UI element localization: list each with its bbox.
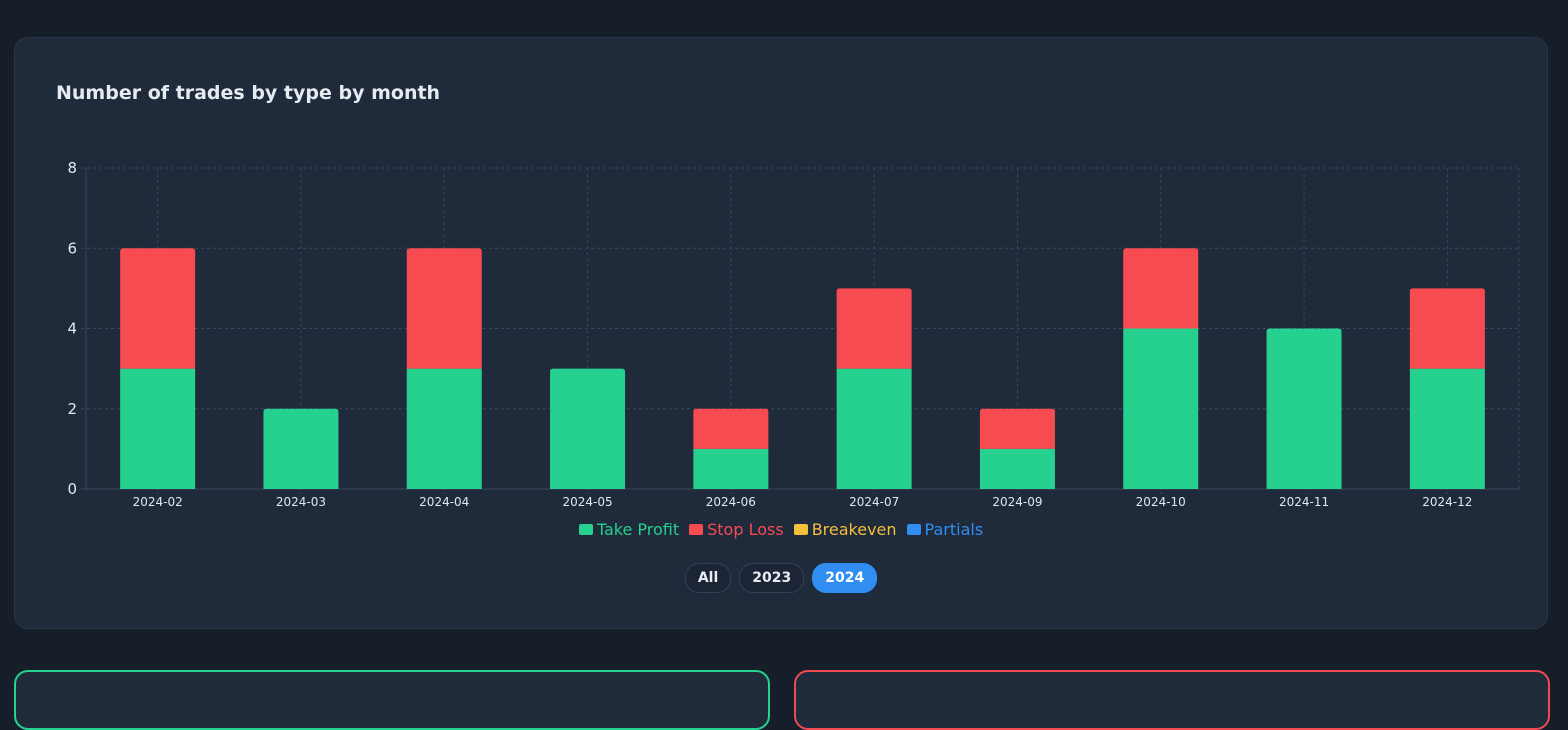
- bar-2024-02-take-profit: [120, 368, 196, 489]
- legend-item-stop-loss[interactable]: Stop Loss: [689, 520, 784, 539]
- chart-card: Number of trades by type by month 0 2 4 6 8 2…: [14, 37, 1548, 629]
- legend-swatch-stop-loss: [689, 524, 704, 535]
- x-tick-label-2024-12: 2024-12: [1422, 495, 1472, 509]
- x-tick-label-2024-11: 2024-11: [1279, 495, 1329, 509]
- legend-item-partials[interactable]: Partials: [906, 520, 984, 539]
- legend-label-partials: Partials: [924, 520, 984, 539]
- legend-item-breakeven[interactable]: Breakeven: [793, 520, 897, 539]
- stacked-bar-chart: 0 2 4 6 8 2024-02 2024-03 2024-04 2024-05 2024-06…: [67, 159, 1520, 509]
- bar-2024-05-take-profit: [550, 368, 626, 489]
- bar-2024-12-stop-loss: [1409, 288, 1485, 369]
- x-tick-label-2024-09: 2024-09: [992, 495, 1042, 509]
- legend-label-breakeven: Breakeven: [811, 520, 897, 539]
- y-tick-label-0: 0: [67, 480, 77, 498]
- bar-2024-10-take-profit: [1123, 328, 1199, 489]
- bar-2024-07-stop-loss: [836, 288, 912, 369]
- y-tick-label-8: 8: [67, 159, 77, 177]
- bar-2024-04-take-profit: [406, 368, 482, 489]
- x-tick-label-2024-02: 2024-02: [133, 495, 183, 509]
- filter-all-button[interactable]: All: [684, 563, 732, 593]
- y-tick-label-4: 4: [67, 320, 77, 338]
- year-filter-group: All 2023 2024: [15, 563, 1547, 593]
- legend-label-stop-loss: Stop Loss: [707, 520, 784, 539]
- winning-trades-card: [14, 670, 770, 730]
- x-tick-label-2024-03: 2024-03: [276, 495, 326, 509]
- chart-legend: Take Profit Stop Loss Breakeven Partials: [15, 520, 1547, 539]
- bar-2024-06-stop-loss: [693, 408, 769, 449]
- bar-2024-07-take-profit: [836, 368, 912, 489]
- legend-item-take-profit[interactable]: Take Profit: [578, 520, 680, 539]
- y-tick-label-2: 2: [67, 400, 77, 418]
- x-tick-label-2024-05: 2024-05: [562, 495, 612, 509]
- x-tick-label-2024-10: 2024-10: [1136, 495, 1186, 509]
- bar-2024-11-take-profit: [1266, 328, 1342, 489]
- losing-trades-card: [794, 670, 1550, 730]
- legend-label-take-profit: Take Profit: [596, 520, 680, 539]
- chart-title: Number of trades by type by month: [56, 82, 441, 104]
- bar-2024-10-stop-loss: [1123, 248, 1199, 329]
- x-tick-label-2024-07: 2024-07: [849, 495, 899, 509]
- filter-2023-button[interactable]: 2023: [739, 563, 805, 593]
- bar-2024-12-take-profit: [1409, 368, 1485, 489]
- bar-2024-03-take-profit: [263, 408, 339, 489]
- x-tick-label-2024-06: 2024-06: [706, 495, 756, 509]
- filter-2024-button[interactable]: 2024: [812, 563, 878, 593]
- legend-swatch-take-profit: [578, 524, 593, 535]
- y-tick-label-6: 6: [67, 239, 77, 257]
- bar-2024-06-take-profit: [693, 448, 769, 489]
- bar-2024-09-take-profit: [979, 448, 1055, 489]
- bar-2024-04-stop-loss: [406, 248, 482, 369]
- x-tick-label-2024-04: 2024-04: [419, 495, 469, 509]
- bar-2024-09-stop-loss: [979, 408, 1055, 449]
- legend-swatch-partials: [906, 524, 921, 535]
- bar-2024-02-stop-loss: [120, 248, 196, 369]
- legend-swatch-breakeven: [793, 524, 808, 535]
